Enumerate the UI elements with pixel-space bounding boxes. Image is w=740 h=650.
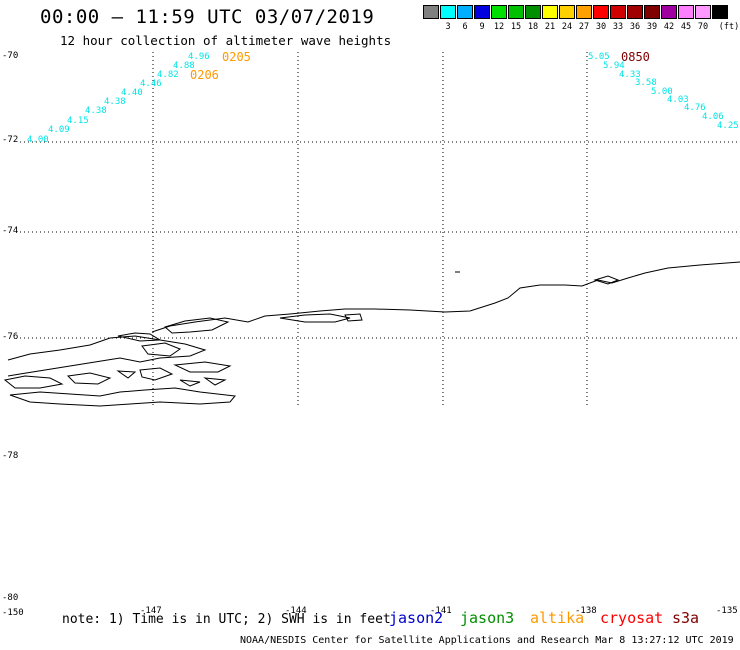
wave-height-value: 5.05: [588, 52, 610, 62]
color-scale-label: 12: [493, 22, 505, 32]
color-swatch: [525, 5, 541, 19]
lat-label: -78: [2, 451, 19, 461]
color-swatch: [491, 5, 507, 19]
lon-label: -144: [285, 606, 307, 616]
wave-height-value: 4.33: [619, 70, 641, 80]
wave-height-value: 5.94: [603, 61, 625, 71]
lat-label: -80: [2, 593, 19, 603]
color-swatch: [593, 5, 609, 19]
wave-height-value: 4.40: [121, 88, 143, 98]
footnote: note: 1) Time is in UTC; 2) SWH is in fe…: [62, 612, 391, 627]
color-swatch: [695, 5, 711, 19]
lon-label: -150: [2, 608, 24, 618]
wave-height-value: 3.58: [635, 78, 657, 88]
color-swatch: [610, 5, 626, 19]
wave-height-value: 4.00: [27, 135, 49, 145]
legend-cryosat: cryosat: [600, 609, 664, 627]
lat-label: -76: [2, 332, 19, 342]
color-scale-label: 39: [646, 22, 658, 32]
wave-height-value: 5.00: [651, 87, 673, 97]
pass-time-label: 0206: [190, 68, 219, 82]
color-scale-unit: (ft): [718, 22, 740, 32]
color-swatch: [576, 5, 592, 19]
color-scale-label: 30: [595, 22, 607, 32]
color-scale-label: 21: [544, 22, 556, 32]
wave-height-value: 4.96: [188, 52, 210, 62]
wave-height-value: 4.76: [684, 103, 706, 113]
wave-height-value: 4.06: [702, 112, 724, 122]
wave-height-value: 4.88: [173, 61, 195, 71]
wave-height-value: 4.82: [157, 70, 179, 80]
coastline: [3, 261, 740, 407]
color-scale-label: 27: [578, 22, 590, 32]
color-swatch: [661, 5, 677, 19]
color-swatch: [644, 5, 660, 19]
lat-label: -70: [2, 51, 19, 61]
wave-height-value: 4.46: [140, 79, 162, 89]
lon-label: -135: [716, 606, 738, 616]
legend-jason2: jason2: [389, 609, 444, 627]
color-scale-label: 15: [510, 22, 522, 32]
page-subtitle: 12 hour collection of altimeter wave hei…: [60, 33, 392, 48]
color-swatch: [508, 5, 524, 19]
color-scale-label: 9: [479, 22, 485, 32]
legend-s3a: s3a: [672, 609, 700, 627]
color-scale-label: 36: [629, 22, 641, 32]
color-scale-label: 42: [663, 22, 675, 32]
color-swatch: [712, 5, 728, 19]
color-swatch: [542, 5, 558, 19]
color-swatch: [559, 5, 575, 19]
color-scale: [423, 5, 729, 19]
color-swatch: [627, 5, 643, 19]
footer-credit: NOAA/NESDIS Center for Satellite Applica…: [240, 635, 734, 646]
page-title: 00:00 – 11:59 UTC 03/07/2019: [40, 6, 375, 28]
color-scale-label: 70: [697, 22, 709, 32]
wave-height-value: 4.25: [717, 121, 739, 131]
color-swatch: [457, 5, 473, 19]
wave-height-value: 4.15: [67, 116, 89, 126]
lon-label: -147: [140, 606, 162, 616]
color-swatch: [474, 5, 490, 19]
lat-label: -72: [2, 135, 19, 145]
pass-time-label: 0850: [621, 50, 650, 64]
grid-lines: [20, 52, 740, 405]
wave-height-value: 4.38: [104, 97, 126, 107]
legend-altika: altika: [530, 609, 585, 627]
color-scale-label: 18: [527, 22, 539, 32]
pass-time-label: 0205: [222, 50, 251, 64]
lon-label: -141: [430, 606, 452, 616]
wave-height-value: 4.09: [48, 125, 70, 135]
color-scale-label: 6: [462, 22, 468, 32]
legend-jason3: jason3: [460, 609, 515, 627]
color-swatch: [423, 5, 439, 19]
wave-height-value: 4.03: [667, 95, 689, 105]
lat-label: -74: [2, 226, 19, 236]
lon-label: -138: [575, 606, 597, 616]
color-scale-label: 24: [561, 22, 573, 32]
color-swatch: [678, 5, 694, 19]
color-scale-label: 33: [612, 22, 624, 32]
color-scale-label: 3: [445, 22, 451, 32]
color-swatch: [440, 5, 456, 19]
wave-height-value: 4.38: [85, 106, 107, 116]
color-scale-label: 45: [680, 22, 692, 32]
